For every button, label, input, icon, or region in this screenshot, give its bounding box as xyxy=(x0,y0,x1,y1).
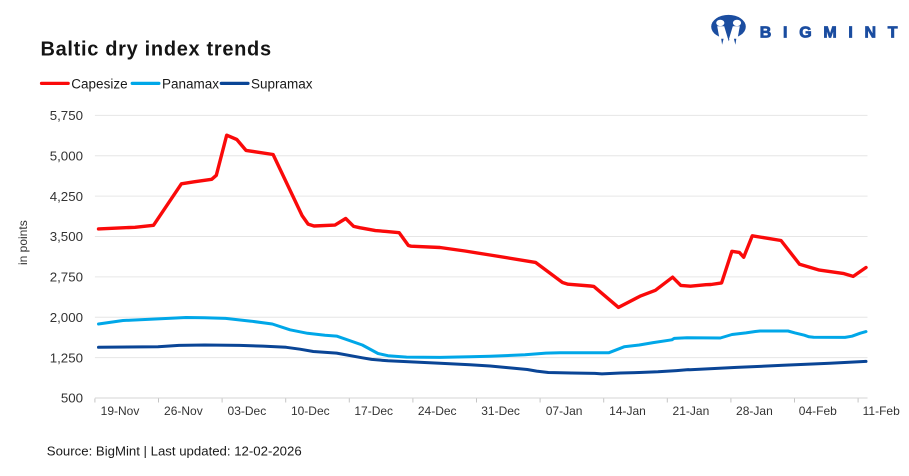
svg-text:Panamax: Panamax xyxy=(162,76,219,91)
svg-text:26-Nov: 26-Nov xyxy=(164,404,203,418)
svg-text:04-Feb: 04-Feb xyxy=(799,404,837,418)
svg-text:3,500: 3,500 xyxy=(50,229,83,244)
svg-text:11-Feb: 11-Feb xyxy=(863,404,900,418)
svg-text:Baltic dry index trends: Baltic dry index trends xyxy=(41,39,272,61)
svg-text:28-Jan: 28-Jan xyxy=(736,404,773,418)
svg-text:Supramax: Supramax xyxy=(251,76,313,91)
svg-text:Capesize: Capesize xyxy=(71,76,127,91)
svg-text:03-Dec: 03-Dec xyxy=(228,404,267,418)
svg-text:2,750: 2,750 xyxy=(50,270,83,285)
svg-text:31-Dec: 31-Dec xyxy=(481,404,520,418)
svg-text:07-Jan: 07-Jan xyxy=(546,404,583,418)
svg-text:14-Jan: 14-Jan xyxy=(609,404,646,418)
svg-text:BIGMINT: BIGMINT xyxy=(760,25,909,42)
svg-text:4,250: 4,250 xyxy=(50,189,83,204)
svg-text:17-Dec: 17-Dec xyxy=(354,404,393,418)
svg-text:2,000: 2,000 xyxy=(50,310,83,325)
svg-text:24-Dec: 24-Dec xyxy=(418,404,457,418)
svg-text:5,750: 5,750 xyxy=(50,108,83,123)
svg-text:10-Dec: 10-Dec xyxy=(291,404,330,418)
svg-text:21-Jan: 21-Jan xyxy=(673,404,710,418)
svg-text:in points: in points xyxy=(16,220,30,265)
svg-text:19-Nov: 19-Nov xyxy=(101,404,140,418)
svg-text:500: 500 xyxy=(61,391,83,406)
svg-text:5,000: 5,000 xyxy=(50,149,83,164)
svg-text:1,250: 1,250 xyxy=(50,350,83,365)
svg-text:Source: BigMint | Last update: Source: BigMint | Last updated: 12-02-20… xyxy=(47,443,302,458)
